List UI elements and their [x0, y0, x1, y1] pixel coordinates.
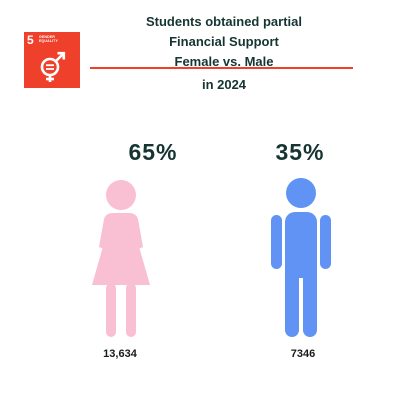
sdg-label: GENDER EQUALITY	[39, 35, 75, 44]
title-line-2: Financial Support	[169, 34, 279, 49]
sdg-label-line2: EQUALITY	[39, 39, 58, 44]
sdg-5-badge: 5 GENDER EQUALITY	[24, 32, 80, 88]
chart-title: Students obtained partial Financial Supp…	[96, 12, 352, 72]
female-figure-icon	[92, 180, 150, 337]
male-figure-icon	[271, 178, 331, 337]
sdg-label-line1: GENDER	[39, 35, 55, 39]
gender-equality-icon	[40, 51, 66, 82]
sdg-number: 5	[27, 33, 34, 47]
female-percent: 65%	[128, 139, 178, 165]
male-percent: 35%	[275, 139, 325, 165]
male-count: 7346	[290, 348, 316, 360]
subtitle: in 2024	[201, 77, 247, 92]
female-count: 13,634	[103, 348, 137, 360]
title-line-1: Students obtained partial	[145, 14, 302, 29]
title-divider	[90, 67, 353, 69]
title-line-3: Female vs. Male	[174, 54, 274, 69]
